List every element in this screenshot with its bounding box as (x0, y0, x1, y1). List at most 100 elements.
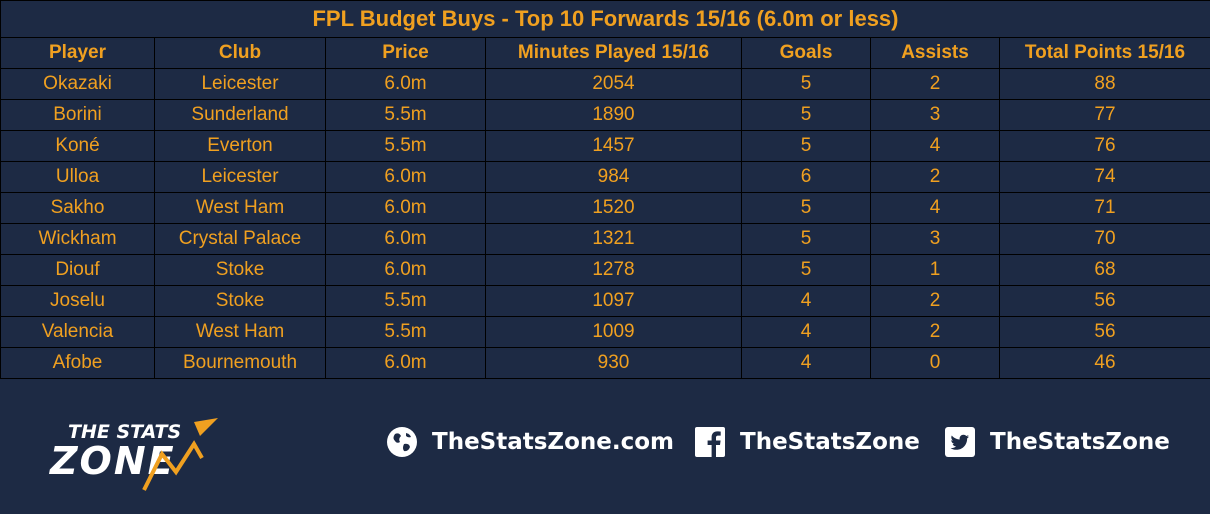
logo-line1: THE STATS (68, 421, 181, 443)
table-cell: 1890 (485, 99, 742, 131)
table-cell: Wickham (0, 223, 155, 255)
table-cell: 2 (870, 316, 1000, 348)
twitter-link[interactable]: TheStatsZone (944, 426, 1170, 458)
website-link[interactable]: TheStatsZone.com (386, 426, 674, 458)
col-player: Player (0, 37, 155, 69)
table-cell: Koné (0, 130, 155, 162)
logo-swoosh-icon (142, 440, 204, 491)
col-assists: Assists (870, 37, 1000, 69)
table-cell: 0 (870, 347, 1000, 379)
table-cell: 6.0m (325, 68, 486, 100)
facebook-link[interactable]: TheStatsZone (694, 426, 920, 458)
table-cell: Okazaki (0, 68, 155, 100)
table-cell: 6.0m (325, 192, 486, 224)
table-cell: Leicester (154, 161, 326, 193)
table-cell: 4 (741, 347, 871, 379)
table-cell: 88 (999, 68, 1210, 100)
table-cell: 5 (741, 130, 871, 162)
table-row: Koné Everton 5.5m 1457 5 4 76 (0, 130, 1210, 162)
table-cell: 2 (870, 68, 1000, 100)
table-cell: 4 (870, 192, 1000, 224)
table-cell: 4 (870, 130, 1000, 162)
table-cell: 5 (741, 223, 871, 255)
table-cell: 930 (485, 347, 742, 379)
table-cell: 71 (999, 192, 1210, 224)
table-cell: Joselu (0, 285, 155, 317)
table-cell: 6 (741, 161, 871, 193)
table-cell: Valencia (0, 316, 155, 348)
table-cell: 56 (999, 316, 1210, 348)
table-cell: 1009 (485, 316, 742, 348)
table-cell: Everton (154, 130, 326, 162)
table-cell: 6.0m (325, 161, 486, 193)
table-cell: 2 (870, 161, 1000, 193)
table-cell: 984 (485, 161, 742, 193)
forwards-table: FPL Budget Buys - Top 10 Forwards 15/16 … (0, 0, 1210, 379)
logo-arrow-icon (194, 418, 218, 436)
table-cell: West Ham (154, 192, 326, 224)
table-cell: Bournemouth (154, 347, 326, 379)
col-goals: Goals (741, 37, 871, 69)
table-cell: 6.0m (325, 347, 486, 379)
facebook-text: TheStatsZone (740, 429, 920, 455)
table-cell: Sunderland (154, 99, 326, 131)
table-row: Joselu Stoke 5.5m 1097 4 2 56 (0, 285, 1210, 317)
table-title: FPL Budget Buys - Top 10 Forwards 15/16 … (0, 0, 1210, 38)
footer: THE STATS ZONE TheStatsZone.com TheStats… (0, 386, 1210, 514)
twitter-icon (945, 427, 975, 457)
table-cell: 3 (870, 223, 1000, 255)
globe-icon (387, 427, 417, 457)
col-club: Club (154, 37, 326, 69)
table-row: Afobe Bournemouth 6.0m 930 4 0 46 (0, 347, 1210, 379)
table-cell: 5.5m (325, 130, 486, 162)
table-cell: 77 (999, 99, 1210, 131)
table-cell: Stoke (154, 254, 326, 286)
col-minutes: Minutes Played 15/16 (485, 37, 742, 69)
table-cell: West Ham (154, 316, 326, 348)
table-cell: 74 (999, 161, 1210, 193)
table-cell: 5 (741, 254, 871, 286)
website-text: TheStatsZone.com (432, 429, 675, 455)
table-row: Borini Sunderland 5.5m 1890 5 3 77 (0, 99, 1210, 131)
table-cell: Borini (0, 99, 155, 131)
table-cell: Diouf (0, 254, 155, 286)
table-cell: 76 (999, 130, 1210, 162)
table-cell: Leicester (154, 68, 326, 100)
table-cell: 68 (999, 254, 1210, 286)
title-row: FPL Budget Buys - Top 10 Forwards 15/16 … (0, 0, 1210, 38)
table-cell: 46 (999, 347, 1210, 379)
table-cell: 1278 (485, 254, 742, 286)
col-total-points: Total Points 15/16 (999, 37, 1210, 69)
table-cell: 56 (999, 285, 1210, 317)
table-cell: 5 (741, 68, 871, 100)
table-cell: Ulloa (0, 161, 155, 193)
table-cell: 1 (870, 254, 1000, 286)
header-row: Player Club Price Minutes Played 15/16 G… (0, 37, 1210, 69)
table-row: Okazaki Leicester 6.0m 2054 5 2 88 (0, 68, 1210, 100)
table-cell: 4 (741, 316, 871, 348)
table-cell: 5.5m (325, 285, 486, 317)
the-stats-zone-logo: THE STATS ZONE (49, 418, 218, 491)
table-cell: 2054 (485, 68, 742, 100)
table-row: Wickham Crystal Palace 6.0m 1321 5 3 70 (0, 223, 1210, 255)
table-cell: 5 (741, 192, 871, 224)
table-row: Sakho West Ham 6.0m 1520 5 4 71 (0, 192, 1210, 224)
table-cell: 3 (870, 99, 1000, 131)
table-cell: 2 (870, 285, 1000, 317)
table-cell: Stoke (154, 285, 326, 317)
table-cell: Crystal Palace (154, 223, 326, 255)
table-cell: Afobe (0, 347, 155, 379)
table-cell: 1321 (485, 223, 742, 255)
table-cell: 70 (999, 223, 1210, 255)
table-row: Diouf Stoke 6.0m 1278 5 1 68 (0, 254, 1210, 286)
table-cell: 1457 (485, 130, 742, 162)
facebook-icon (695, 427, 725, 457)
table-cell: Sakho (0, 192, 155, 224)
table-cell: 6.0m (325, 254, 486, 286)
table-cell: 5.5m (325, 99, 486, 131)
table-cell: 1097 (485, 285, 742, 317)
table-row: Ulloa Leicester 6.0m 984 6 2 74 (0, 161, 1210, 193)
twitter-text: TheStatsZone (990, 429, 1170, 455)
table-cell: 1520 (485, 192, 742, 224)
